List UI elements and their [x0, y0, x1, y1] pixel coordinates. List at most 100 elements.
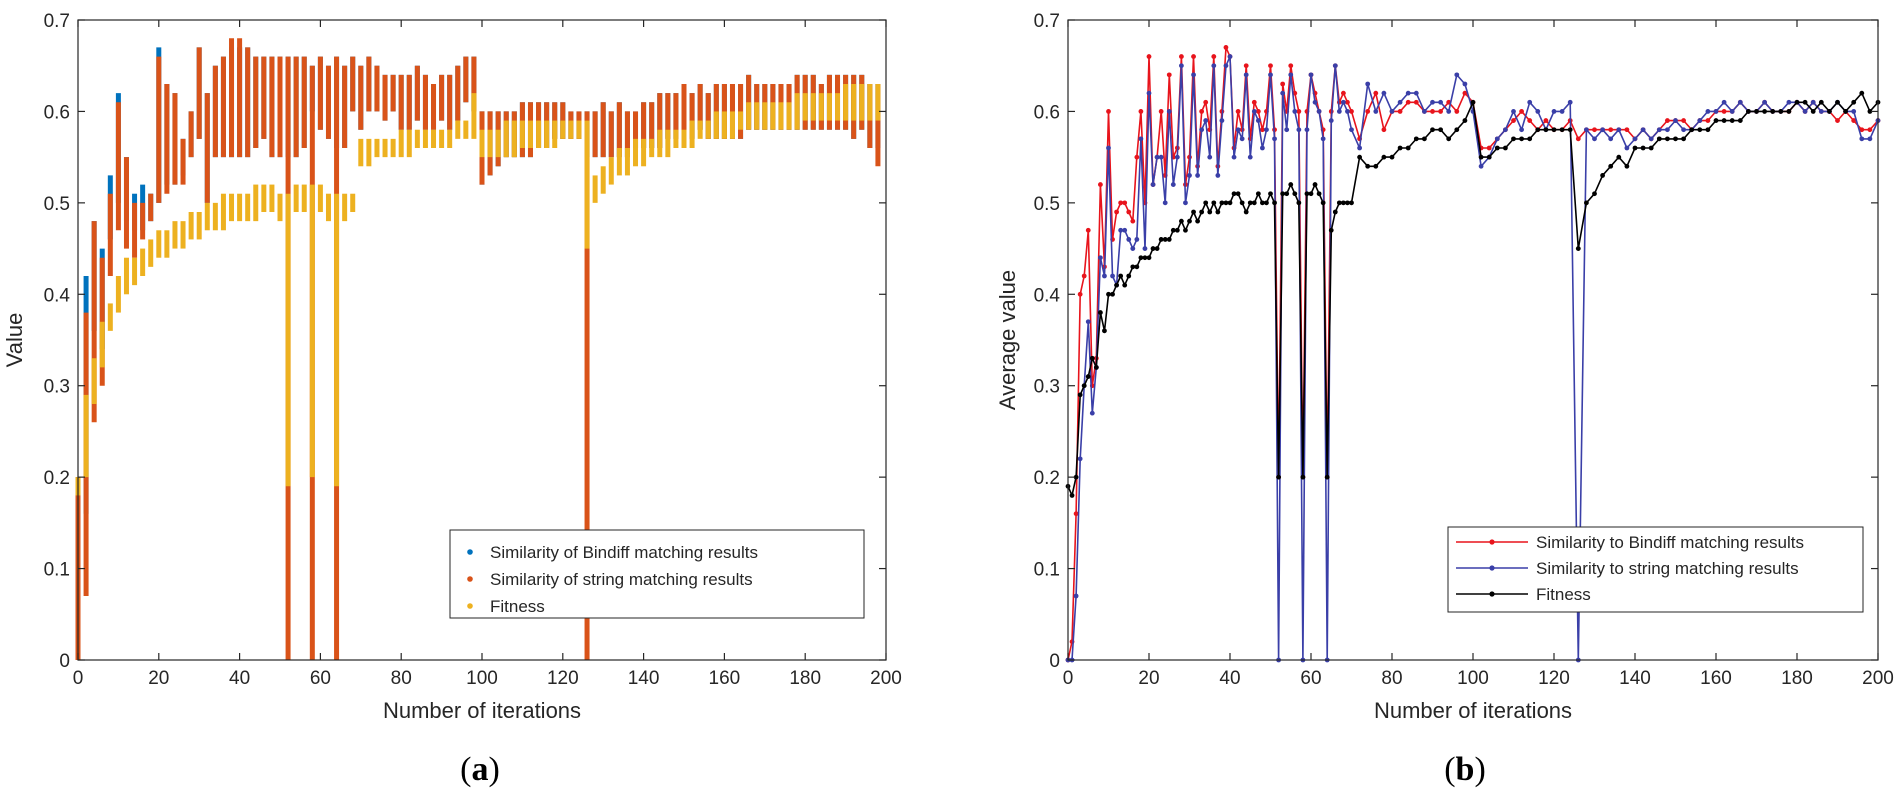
- series-3-point: [1231, 191, 1237, 197]
- y-tick-label: 0: [1049, 651, 1060, 672]
- series-2-point: [1519, 127, 1524, 133]
- legend-label: Similarity to Bindiff matching results: [1536, 533, 1804, 552]
- series-3-point: [1280, 191, 1286, 197]
- series-2-point: [1154, 154, 1160, 160]
- legend-item: Fitness: [467, 597, 545, 616]
- series-2-point: [1349, 127, 1354, 133]
- x-tick-label: 140: [628, 668, 660, 689]
- series-3-point: [1142, 255, 1148, 261]
- series-3-point: [1089, 355, 1095, 361]
- series-3-point: [1345, 200, 1350, 206]
- legend-marker: [1489, 539, 1495, 545]
- x-tick-label: 40: [1219, 668, 1240, 689]
- series-1-point: [1296, 109, 1302, 114]
- series-3-point: [1486, 154, 1492, 160]
- x-tick-label: 0: [73, 668, 84, 689]
- legend-label: Similarity of Bindiff matching results: [490, 543, 758, 562]
- series-2-point: [1365, 81, 1371, 87]
- series-1-point: [1158, 109, 1164, 114]
- series-3-point: [1195, 218, 1200, 224]
- series-3-point: [1187, 218, 1192, 224]
- series-3-point: [1624, 163, 1630, 169]
- series-3-point: [1632, 145, 1638, 151]
- series-3-point: [1721, 118, 1727, 123]
- series-3-point: [1130, 264, 1136, 270]
- y-tick-label: 0.7: [1034, 11, 1060, 32]
- series-3-point: [1397, 145, 1403, 151]
- legend-item: Similarity to Bindiff matching results: [1456, 533, 1804, 552]
- series-2-point: [1713, 109, 1719, 114]
- series-2-point: [1195, 173, 1200, 178]
- legend-box: [449, 529, 865, 619]
- series-2-point: [1304, 127, 1310, 133]
- series-2-point: [1673, 118, 1678, 123]
- series-3-point: [1336, 200, 1342, 206]
- series-2-point: [1389, 109, 1395, 114]
- series-1-point: [1211, 54, 1217, 59]
- series-3-point: [1183, 227, 1188, 233]
- series-3-point: [1365, 163, 1371, 169]
- series-3-point: [1243, 209, 1249, 215]
- series-1-point: [1251, 99, 1257, 105]
- series-1-point: [1085, 227, 1091, 233]
- series-1-point: [1255, 109, 1261, 114]
- series-3-point: [1851, 99, 1857, 105]
- series-2-point: [1721, 99, 1727, 105]
- series-3-point: [1122, 282, 1128, 288]
- series-2-point: [1332, 63, 1338, 69]
- series-3-point: [1697, 127, 1703, 133]
- y-tick-label: 0.1: [44, 560, 70, 581]
- series-3-point: [1551, 127, 1557, 133]
- series-2-point: [1336, 109, 1342, 114]
- series-1-point: [1608, 127, 1614, 133]
- series-1-point: [1118, 200, 1124, 206]
- x-axis: 0 20 40 60 80 100 120 140 160 180 200: [73, 20, 902, 689]
- series-2-point: [1559, 109, 1565, 114]
- panel-caption: (b): [1444, 751, 1486, 788]
- series-1-point: [1454, 109, 1460, 114]
- series-2-point: [1867, 136, 1873, 142]
- series-2-point: [1567, 99, 1573, 105]
- series-3-point: [1239, 200, 1245, 206]
- series-3-point: [1349, 200, 1354, 206]
- series-3-point: [1357, 154, 1362, 160]
- series-3-point: [1381, 154, 1387, 160]
- series-2-point: [1462, 81, 1468, 87]
- series-3-point: [1081, 383, 1087, 389]
- series-2-point: [1288, 72, 1294, 78]
- series-1-point: [1199, 109, 1205, 114]
- y-tick-label: 0.2: [1034, 468, 1060, 489]
- series-1-point: [1235, 109, 1241, 114]
- series-3-point: [1166, 237, 1172, 242]
- series-3-point: [1770, 109, 1776, 114]
- series-2-point: [1203, 118, 1209, 123]
- series-3-point: [1778, 109, 1784, 114]
- series-1-point: [1867, 127, 1873, 133]
- series-2-point: [1098, 255, 1103, 261]
- y-axis-label: Average value: [995, 270, 1020, 410]
- x-tick-label: 180: [1781, 668, 1813, 689]
- series-2-point: [1264, 127, 1269, 133]
- series-3-point: [1746, 109, 1751, 114]
- series-3-point: [1422, 136, 1427, 142]
- series-2-point: [1239, 136, 1245, 142]
- caption-letter: a: [472, 751, 489, 788]
- series-3-point: [1191, 209, 1196, 215]
- series-1-point: [1081, 273, 1087, 279]
- x-tick-label: 80: [1381, 668, 1402, 689]
- series-3-point: [1251, 200, 1257, 206]
- series-2-point: [1503, 127, 1508, 133]
- x-axis-label: Number of iterations: [383, 698, 581, 723]
- series-3-point: [1341, 200, 1346, 206]
- series-2-point: [1584, 127, 1589, 133]
- series-2-point: [1810, 99, 1816, 105]
- series-2-point: [1255, 118, 1261, 123]
- series-3-point: [1600, 173, 1605, 178]
- legend-marker: [1489, 565, 1495, 571]
- series-2-point: [1373, 109, 1379, 114]
- series-2-point: [1219, 118, 1225, 123]
- series-1-point: [1511, 118, 1516, 123]
- series-3-point: [1085, 374, 1091, 379]
- series-3-point: [1073, 474, 1079, 480]
- x-tick-label: 80: [391, 668, 412, 689]
